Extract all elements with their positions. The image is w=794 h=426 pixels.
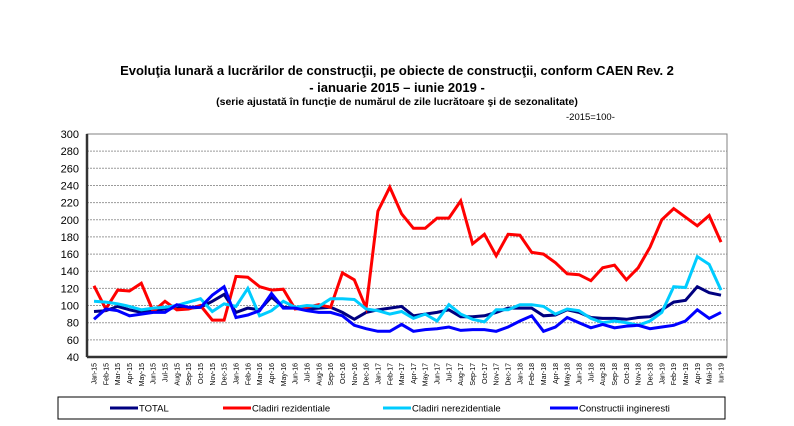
x-tick-label: Apr-19 xyxy=(695,363,702,384)
series-line-3 xyxy=(93,284,722,334)
gridlines xyxy=(87,150,727,341)
x-tick-label: Feb-18 xyxy=(529,363,536,385)
x-tick-label: Jul-16 xyxy=(304,363,311,382)
x-tick-label: Feb-16 xyxy=(245,363,252,385)
legend-label: Constructii ingineresti xyxy=(579,404,670,415)
y-tick-label: 260 xyxy=(61,163,79,175)
legend: TOTAL Cladiri rezidentiale Cladiri nerezid… xyxy=(57,396,726,420)
y-tick-label: 220 xyxy=(61,198,79,210)
y-tick-label: 180 xyxy=(61,232,79,244)
x-tick-label: May-17 xyxy=(423,363,430,386)
chart-base: -2015=100- xyxy=(566,112,615,123)
x-tick-label: Jul-17 xyxy=(446,363,453,382)
x-tick-label: Iun-19 xyxy=(719,363,726,383)
x-tick-label: Jun-15 xyxy=(151,363,158,385)
x-tick-label: Aug-16 xyxy=(316,363,323,386)
x-tick-label: Jul-18 xyxy=(588,363,595,382)
x-tick-label: Jan-16 xyxy=(233,363,240,385)
y-tick-label: 240 xyxy=(61,180,79,192)
series-line-2 xyxy=(93,254,723,327)
x-tick-label: Mar-17 xyxy=(399,363,406,385)
x-tick-label: Sep-15 xyxy=(186,363,193,386)
x-tick-label: Dec-16 xyxy=(364,363,371,386)
x-tick-label: Jun-18 xyxy=(577,363,584,385)
x-tick-label: Sep-17 xyxy=(470,363,477,386)
x-tick-label: Jan-19 xyxy=(659,363,666,385)
x-tick-label: Mar-19 xyxy=(683,363,690,385)
chart-title: Evoluţia lunară a lucrărilor de construc… xyxy=(120,63,674,78)
legend-item: Cladiri rezidentiale xyxy=(223,404,330,415)
y-tick-label: 160 xyxy=(61,249,79,261)
legend-item: Constructii ingineresti xyxy=(550,404,670,415)
x-tick-label: Apr-15 xyxy=(127,363,134,384)
x-tick-label: Mai-19 xyxy=(707,363,714,385)
x-tick-label: Sep-16 xyxy=(328,363,335,386)
x-tick-label: Nov-17 xyxy=(494,363,501,386)
y-tick-label: 60 xyxy=(67,335,79,347)
legend-item: Cladiri nerezidentiale xyxy=(383,404,501,415)
x-tick-label: May-15 xyxy=(139,363,146,386)
legend-item: TOTAL xyxy=(110,404,169,415)
chart-note: (serie ajustată în funcţie de numărul de… xyxy=(216,96,578,108)
x-tick-label: Jan-15 xyxy=(92,363,99,385)
x-tick-label: Aug-18 xyxy=(600,363,607,386)
x-tick-label: Dec-18 xyxy=(648,363,655,386)
x-tick-label: Apr-17 xyxy=(411,363,418,384)
x-tick-label: Jan-17 xyxy=(375,363,382,385)
x-tick-label: Apr-18 xyxy=(553,363,560,384)
x-tick-label: May-16 xyxy=(281,363,288,386)
x-tick-label: Feb-17 xyxy=(387,363,394,385)
x-tick-label: Dec-15 xyxy=(222,363,229,386)
legend-label: TOTAL xyxy=(139,404,169,415)
x-tick-label: May-18 xyxy=(565,363,572,386)
x-tick-label: Dec-17 xyxy=(506,363,513,386)
x-tick-label: Mar-15 xyxy=(115,363,122,385)
series-lines xyxy=(92,183,723,334)
y-tick-label: 100 xyxy=(61,301,79,313)
y-tick-label: 200 xyxy=(61,215,79,227)
x-tick-label: Jan-18 xyxy=(517,363,524,385)
x-tick-label: Oct-15 xyxy=(198,363,205,384)
x-tick-label: Nov-18 xyxy=(636,363,643,386)
y-tick-label: 280 xyxy=(61,146,79,158)
x-tick-label: Apr-16 xyxy=(269,363,276,384)
x-tick-label: Feb-19 xyxy=(671,363,678,385)
x-tick-label: Feb-15 xyxy=(103,363,110,385)
legend-label: Cladiri rezidentiale xyxy=(252,404,330,415)
x-tick-label: Nov-15 xyxy=(210,363,217,386)
x-tick-label: Oct-16 xyxy=(340,363,347,384)
x-tick-label: Oct-17 xyxy=(482,363,489,384)
x-tick-label: Sep-18 xyxy=(612,363,619,386)
x-tick-label: Aug-17 xyxy=(458,363,465,386)
x-tick-label: Oct-18 xyxy=(624,363,631,384)
x-tick-label: Jun-16 xyxy=(293,363,300,385)
chart-subtitle: - ianuarie 2015 – iunie 2019 - xyxy=(309,80,485,95)
y-tick-label: 40 xyxy=(67,352,79,364)
x-tick-label: Jun-17 xyxy=(435,363,442,385)
x-tick-label: Jul-15 xyxy=(162,363,169,382)
y-tick-label: 140 xyxy=(61,266,79,278)
x-tick-label: Mar-16 xyxy=(257,363,264,385)
x-tick-label: Nov-16 xyxy=(352,363,359,386)
y-tick-label: 80 xyxy=(67,318,79,330)
y-axis-ticks: 40 60 80 100 120 140 160 180 200 220 240 260 280 300 xyxy=(61,129,79,364)
x-tick-label: Aug-15 xyxy=(174,363,181,386)
series-line-1 xyxy=(92,183,723,322)
y-tick-label: 300 xyxy=(61,129,79,141)
legend-label: Cladiri nerezidentiale xyxy=(412,404,501,415)
y-tick-label: 120 xyxy=(61,283,79,295)
x-axis-ticks: Jan-15 Feb-15 Mar-15 Apr-15 May-15 Jun-15 Jul-… xyxy=(92,363,726,386)
x-tick-label: Mar-18 xyxy=(541,363,548,385)
